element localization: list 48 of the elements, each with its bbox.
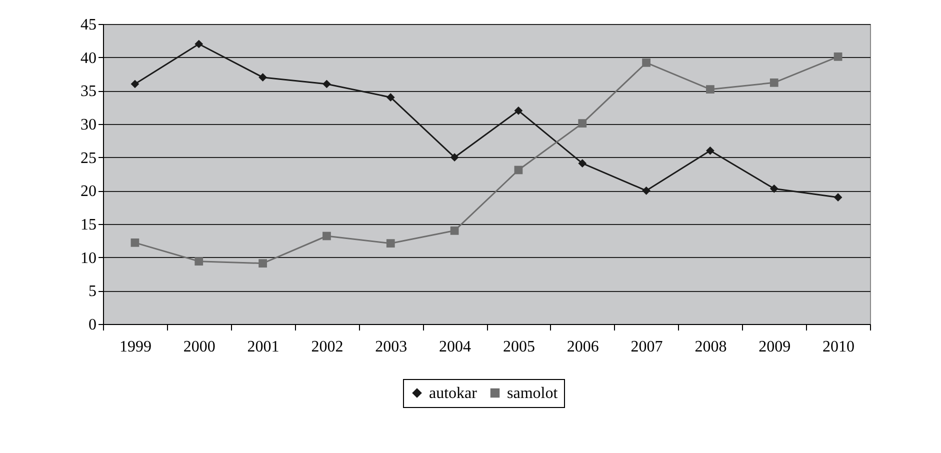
y-tick-label: 40 xyxy=(80,50,96,67)
x-tick-label: 2004 xyxy=(439,338,472,356)
point xyxy=(770,184,778,193)
point xyxy=(258,259,267,268)
point xyxy=(642,186,650,195)
point xyxy=(386,93,395,102)
point xyxy=(834,193,842,202)
y-tick-label: 5 xyxy=(88,283,96,300)
point xyxy=(258,73,267,82)
point xyxy=(834,52,842,61)
x-tick-label: 2007 xyxy=(630,338,663,356)
point xyxy=(578,159,587,168)
x-tick-label: 2005 xyxy=(502,338,535,356)
x-tick-label: 2002 xyxy=(311,338,344,356)
point xyxy=(514,106,523,115)
point xyxy=(706,146,714,155)
x-tick-label: 2001 xyxy=(247,338,280,356)
y-tick-label: 35 xyxy=(80,83,96,100)
x-tick-label: 2000 xyxy=(183,338,216,356)
y-tick-label: 0 xyxy=(88,316,96,334)
point xyxy=(322,232,331,240)
point xyxy=(386,239,395,248)
x-tick-label: 1999 xyxy=(119,338,152,356)
point xyxy=(642,58,650,67)
point xyxy=(194,257,204,266)
x-tick-label: 2006 xyxy=(566,338,599,356)
point xyxy=(514,166,523,174)
point xyxy=(322,80,331,88)
x-tick-label: 2008 xyxy=(694,338,727,356)
x-tick-label: 2003 xyxy=(375,338,408,356)
y-tick-label: 10 xyxy=(80,250,96,267)
y-tick-label: 30 xyxy=(80,116,96,134)
point xyxy=(450,153,459,162)
y-tick-label: 15 xyxy=(80,216,96,234)
x-tick-label: 2009 xyxy=(758,338,791,356)
point xyxy=(770,78,778,87)
legend-label: autokar xyxy=(429,385,478,402)
point xyxy=(194,40,204,48)
x-tick-label: 2010 xyxy=(822,338,855,356)
point xyxy=(130,80,140,88)
y-tick-label: 20 xyxy=(80,183,96,200)
point xyxy=(578,119,587,128)
point xyxy=(130,238,140,247)
y-tick-label: 25 xyxy=(80,150,96,167)
legend-label: samolot xyxy=(507,385,558,402)
point xyxy=(706,85,714,94)
point xyxy=(450,226,459,235)
y-tick-label: 45 xyxy=(80,16,96,34)
